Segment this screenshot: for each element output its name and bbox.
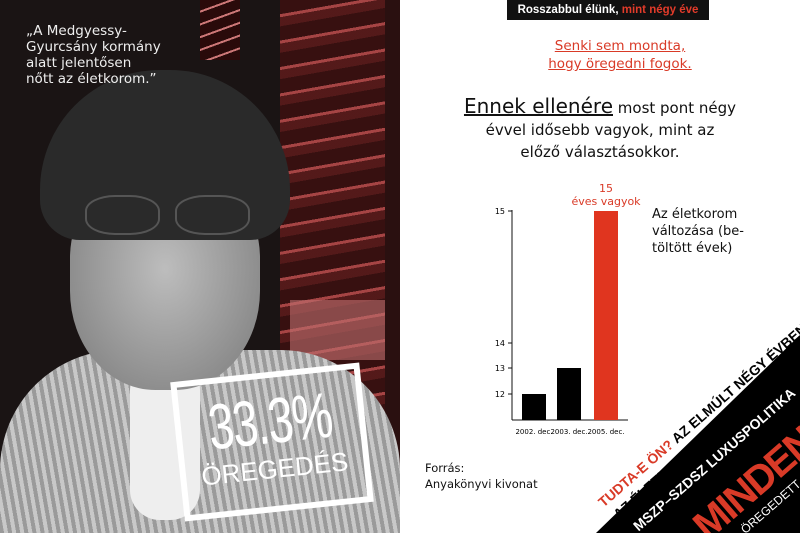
y-tick-label: 12 [495,390,505,399]
bar-annotation-value: 15 [599,182,613,195]
subtitle-line: Senki sem mondta, [554,38,686,54]
quote-line: alatt jelentősen [26,55,132,71]
quote-line: Gyurcsány kormány [26,39,161,55]
slogan-banner: Rosszabbul élünk, mint négy éve [507,0,709,20]
corner-banner: TUDTA-E ÖN? AZ ELMÚLT NÉGY ÉVBEN AZ ÉLET… [560,300,800,533]
headline-line: évvel idősebb vagyok, mint az [485,121,715,139]
caption-line: Az életkorom [652,207,738,222]
subtitle-line: hogy öregedni fogok. [548,56,692,72]
bar-annotation-label: éves vagyok [571,195,641,208]
headline-rest: most pont négy [617,99,737,117]
bar [594,211,618,420]
y-tick-label: 14 [495,339,505,348]
glasses-icon [75,195,255,240]
quote-line: nőtt az életkorom.” [26,71,157,87]
source-label: Forrás: [425,461,465,475]
x-tick-label: 2003. dec. [550,428,587,436]
stat-value: 33.3% [204,378,335,464]
source-value: Anyakönyvi kivonat [425,477,538,491]
age-bar-chart: 12 13 14 15 2002. dec.2003. dec. 2005. dec. 1… [495,182,641,436]
x-tick-label: 2002. dec. [515,428,552,436]
y-tick-label: 15 [495,207,505,216]
quote-text: „A Medgyessy- Gyurcsány kormány alatt je… [26,23,161,87]
stat-box: 33.3% ÖREGEDÉS [170,362,374,522]
bar [557,368,581,420]
portrait-photo: „A Medgyessy- Gyurcsány kormány alatt je… [0,0,400,533]
quote-line: „A Medgyessy- [26,23,127,39]
headline-line: előző választásokkor. [520,143,680,161]
banner-red-text: mint négy éve [621,4,699,16]
caption-line: töltött évek) [652,241,733,256]
x-tick-label: 2005. dec. [587,428,624,436]
source-note: Forrás: Anyakönyvi kivonat [425,460,538,492]
chart-caption: Az életkorom változása (be- töltött évek… [652,206,744,257]
caption-line: változása (be- [652,224,744,239]
bar [522,394,546,420]
y-tick-label: 13 [495,364,505,373]
headline: Ennek ellenére most pont négy évvel idős… [440,95,760,163]
window-light [290,300,400,360]
window-frame [385,0,400,533]
subtitle: Senki sem mondta, hogy öregedni fogok. [480,37,760,73]
banner-white-text: Rosszabbul élünk, [517,4,619,16]
window-shutter-top [200,0,240,60]
headline-big: Ennek ellenére [463,94,613,118]
